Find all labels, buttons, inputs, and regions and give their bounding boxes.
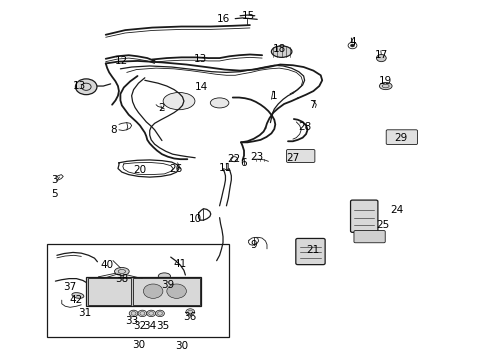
Text: 18: 18	[272, 44, 286, 54]
Text: 10: 10	[189, 215, 202, 224]
Circle shape	[147, 310, 156, 317]
Text: 13: 13	[194, 54, 207, 64]
Text: 38: 38	[115, 274, 128, 284]
Text: 23: 23	[250, 152, 264, 162]
Circle shape	[167, 284, 186, 298]
Text: 26: 26	[169, 163, 182, 174]
Text: 25: 25	[376, 220, 390, 230]
Bar	[133, 278, 200, 305]
Text: 8: 8	[110, 125, 117, 135]
Ellipse shape	[163, 93, 195, 110]
Text: 33: 33	[125, 316, 138, 325]
FancyBboxPatch shape	[354, 230, 385, 243]
Text: 27: 27	[286, 153, 299, 163]
Text: 5: 5	[51, 189, 58, 199]
Text: 21: 21	[306, 245, 319, 255]
Text: 9: 9	[250, 240, 257, 250]
Circle shape	[129, 310, 138, 317]
Circle shape	[348, 42, 357, 49]
Circle shape	[156, 310, 164, 317]
Bar	[88, 278, 131, 305]
Text: 28: 28	[298, 122, 311, 132]
Text: 35: 35	[156, 321, 170, 331]
Text: 13: 13	[73, 81, 86, 91]
Text: 20: 20	[133, 165, 147, 175]
Text: 22: 22	[228, 154, 241, 164]
Ellipse shape	[210, 98, 229, 108]
Text: 42: 42	[70, 295, 83, 305]
Text: 3: 3	[51, 175, 58, 185]
Circle shape	[144, 284, 163, 298]
Text: 12: 12	[115, 56, 128, 66]
Ellipse shape	[115, 267, 129, 275]
Circle shape	[138, 310, 147, 317]
Text: 15: 15	[242, 11, 255, 21]
Text: 4: 4	[349, 37, 356, 47]
Bar	[86, 277, 201, 306]
Text: 7: 7	[309, 100, 316, 110]
FancyBboxPatch shape	[287, 149, 315, 162]
Text: 24: 24	[390, 206, 403, 216]
Text: 31: 31	[78, 309, 91, 318]
Ellipse shape	[72, 293, 84, 298]
Text: 36: 36	[184, 312, 197, 322]
Text: 19: 19	[379, 76, 392, 86]
Ellipse shape	[158, 273, 171, 279]
FancyBboxPatch shape	[296, 238, 325, 265]
FancyBboxPatch shape	[350, 200, 378, 232]
Ellipse shape	[271, 46, 292, 57]
Text: 11: 11	[219, 163, 232, 173]
Text: 1: 1	[271, 91, 278, 101]
Text: 30: 30	[175, 341, 188, 351]
Text: 2: 2	[159, 103, 165, 113]
Circle shape	[186, 309, 195, 315]
Circle shape	[350, 44, 354, 47]
Text: 29: 29	[394, 133, 407, 143]
Text: 30: 30	[132, 340, 145, 350]
Text: 39: 39	[161, 280, 174, 290]
Text: 40: 40	[100, 260, 114, 270]
Ellipse shape	[379, 82, 392, 90]
Text: 14: 14	[195, 82, 208, 92]
Text: 34: 34	[143, 321, 156, 331]
Text: 16: 16	[217, 14, 230, 24]
Bar	[47, 244, 229, 337]
FancyBboxPatch shape	[386, 130, 417, 144]
Circle shape	[376, 54, 386, 62]
Circle shape	[75, 79, 97, 95]
Text: 17: 17	[375, 50, 389, 60]
Text: 41: 41	[174, 259, 187, 269]
Text: 32: 32	[133, 321, 147, 331]
Text: 6: 6	[241, 158, 247, 168]
Text: 37: 37	[63, 282, 77, 292]
